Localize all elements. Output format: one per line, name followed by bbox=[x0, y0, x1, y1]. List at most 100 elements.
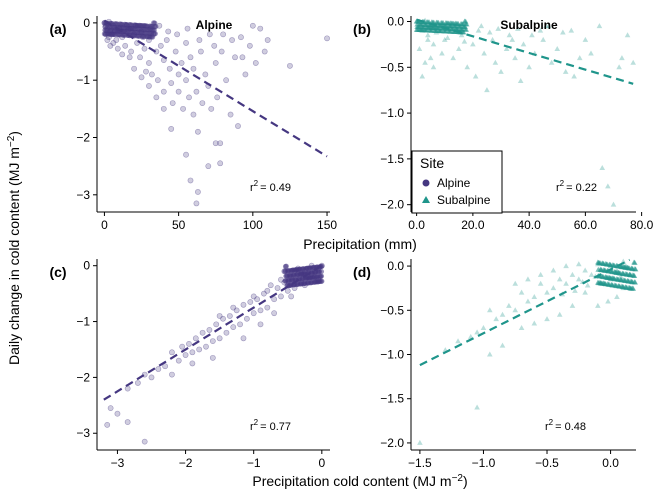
data-point bbox=[595, 266, 602, 272]
data-point bbox=[489, 36, 496, 42]
data-point bbox=[168, 80, 175, 86]
data-point bbox=[575, 276, 582, 282]
data-point bbox=[175, 88, 182, 95]
data-point bbox=[550, 267, 557, 273]
x-tick-label: −3 bbox=[111, 456, 125, 470]
data-point bbox=[597, 260, 604, 266]
data-point bbox=[582, 267, 588, 273]
data-point bbox=[239, 54, 246, 61]
data-point bbox=[193, 200, 200, 207]
data-point bbox=[240, 335, 247, 342]
trend-line bbox=[419, 258, 631, 367]
data-point bbox=[261, 48, 268, 55]
data-point bbox=[243, 315, 250, 322]
data-point bbox=[414, 27, 421, 33]
data-point bbox=[148, 374, 155, 381]
r-squared-value: = 0.77 bbox=[260, 421, 291, 433]
data-point bbox=[498, 68, 504, 74]
data-point bbox=[137, 54, 143, 61]
data-point bbox=[517, 78, 524, 84]
legend: Site Alpine Subalpine bbox=[411, 150, 503, 214]
x-tick-label: 60.0 bbox=[574, 218, 598, 232]
data-point bbox=[247, 299, 254, 305]
y-tick-label: −1.0 bbox=[380, 106, 404, 120]
data-point bbox=[317, 273, 323, 280]
panel-label: (b) bbox=[353, 21, 371, 37]
data-point bbox=[499, 342, 506, 348]
y-tick-label: −2.0 bbox=[380, 436, 404, 450]
data-point bbox=[196, 346, 203, 353]
data-point bbox=[526, 64, 532, 70]
data-point bbox=[131, 65, 138, 72]
data-point bbox=[531, 294, 538, 300]
data-point bbox=[153, 94, 160, 101]
data-point bbox=[149, 71, 155, 78]
data-point bbox=[230, 324, 237, 331]
data-point bbox=[450, 20, 457, 26]
data-point bbox=[124, 22, 130, 28]
data-point bbox=[438, 28, 444, 34]
data-point bbox=[287, 62, 293, 69]
data-point bbox=[613, 269, 620, 275]
data-point bbox=[529, 32, 535, 38]
r-squared-superscript: 2 bbox=[560, 179, 565, 188]
data-point bbox=[229, 37, 235, 43]
data-point bbox=[537, 271, 544, 277]
data-point bbox=[124, 385, 131, 392]
data-point bbox=[563, 280, 569, 286]
data-point bbox=[107, 42, 114, 49]
data-point bbox=[525, 276, 531, 282]
data-point bbox=[223, 77, 230, 84]
r-squared-annotation: r2 = 0.49 bbox=[250, 179, 291, 194]
y-tick-label: −0.5 bbox=[380, 303, 404, 317]
data-point bbox=[543, 23, 549, 29]
data-point bbox=[183, 77, 189, 84]
data-point bbox=[512, 55, 518, 61]
data-point bbox=[431, 25, 438, 31]
legend-subalpine-marker bbox=[422, 196, 430, 203]
trend-line bbox=[416, 18, 634, 85]
data-point bbox=[417, 439, 423, 445]
r-squared-superscript: 2 bbox=[254, 418, 259, 427]
data-point bbox=[624, 32, 631, 38]
data-point bbox=[135, 22, 141, 29]
y-tick-label: −2 bbox=[76, 130, 90, 144]
data-point bbox=[169, 371, 175, 378]
data-point bbox=[569, 271, 576, 277]
legend-title: Site bbox=[420, 155, 444, 171]
panel-title: Subalpine bbox=[500, 18, 558, 32]
data-point bbox=[428, 27, 435, 33]
y-tick-label: 0.0 bbox=[387, 259, 404, 273]
data-point bbox=[588, 271, 595, 277]
x-tick-label: −1.5 bbox=[408, 456, 432, 470]
data-point bbox=[575, 261, 582, 267]
data-point bbox=[186, 340, 192, 347]
data-point bbox=[506, 32, 513, 38]
data-point bbox=[462, 18, 469, 24]
data-point bbox=[250, 310, 257, 317]
data-point bbox=[425, 36, 431, 42]
data-point bbox=[426, 24, 433, 30]
data-point bbox=[544, 289, 550, 295]
data-point bbox=[165, 28, 172, 35]
data-point bbox=[474, 404, 480, 410]
r-squared-superscript: 2 bbox=[549, 418, 554, 427]
data-point bbox=[107, 405, 114, 412]
data-point bbox=[264, 304, 271, 311]
data-point bbox=[175, 357, 182, 364]
data-point bbox=[461, 38, 468, 44]
data-point bbox=[138, 74, 145, 81]
data-point bbox=[114, 45, 121, 52]
data-point bbox=[455, 20, 462, 26]
data-point bbox=[147, 34, 153, 40]
data-point bbox=[212, 140, 219, 147]
data-point bbox=[447, 28, 454, 34]
data-point bbox=[486, 29, 493, 35]
data-point bbox=[157, 42, 164, 49]
r-squared-value: = 0.48 bbox=[555, 421, 586, 433]
data-point bbox=[441, 36, 448, 42]
data-point bbox=[452, 23, 459, 29]
data-point bbox=[199, 100, 206, 107]
x-tick-label: −0.5 bbox=[535, 456, 559, 470]
data-point bbox=[202, 71, 209, 78]
